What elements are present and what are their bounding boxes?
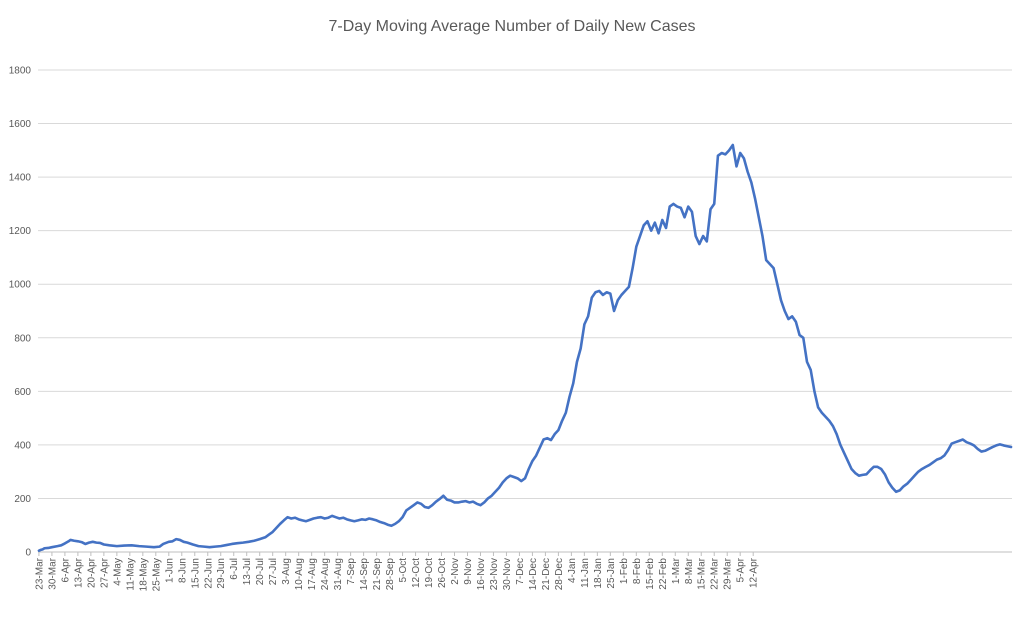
x-tick-label: 13-Apr (73, 557, 84, 588)
x-tick-label: 1-Mar (671, 557, 682, 584)
x-tick-label: 21-Dec (541, 558, 552, 590)
x-tick-label: 19-Oct (424, 558, 435, 588)
y-tick-label: 1000 (9, 280, 32, 291)
x-tick-label: 29-Jun (216, 558, 227, 589)
x-tick-label: 28-Sep (385, 558, 396, 591)
series-line-0 (37, 143, 1013, 552)
x-tick-label: 21-Sep (372, 558, 383, 591)
x-axis-tick-labels: 23-Mar 30-Mar 6-Apr 13-Apr 20-Apr 27-Apr 4-May… (34, 552, 760, 591)
x-tick-label: 12-Oct (411, 558, 422, 588)
x-tick-label: 15-Jun (190, 558, 201, 589)
y-axis-tick-labels: 0 200 400 600 800 1000 1200 1400 1600 1800 (9, 66, 32, 559)
x-tick-label: 6-Apr (60, 557, 71, 582)
x-tick-label: 1-Jun (164, 558, 175, 583)
x-tick-label: 31-Aug (333, 558, 344, 590)
y-tick-label: 600 (14, 387, 31, 398)
x-tick-label: 20-Apr (86, 557, 97, 588)
y-tick-label: 0 (25, 548, 31, 559)
x-tick-label: 23-Mar (34, 557, 45, 589)
x-tick-label: 28-Dec (554, 558, 565, 590)
x-tick-label: 6-Jul (229, 558, 240, 580)
x-tick-label: 15-Mar (697, 557, 708, 589)
y-tick-label: 800 (14, 333, 31, 344)
x-tick-label: 27-Apr (99, 557, 110, 588)
x-tick-label: 8-Mar (684, 557, 695, 584)
x-tick-label: 29-Mar (723, 557, 734, 589)
y-tick-label: 400 (14, 440, 31, 451)
x-tick-label: 22-Mar (710, 557, 721, 589)
x-tick-label: 25-May (151, 558, 162, 591)
y-tick-label: 1600 (9, 119, 32, 130)
x-tick-label: 14-Dec (528, 558, 539, 590)
x-tick-label: 24-Aug (320, 558, 331, 590)
x-tick-label: 4-Jan (567, 558, 578, 583)
x-tick-label: 11-Jan (580, 558, 591, 588)
x-tick-label: 5-Apr (736, 557, 747, 582)
x-tick-label: 13-Jul (242, 558, 253, 585)
x-tick-label: 7-Dec (515, 558, 526, 585)
x-tick-label: 12-Apr (749, 557, 760, 588)
x-tick-label: 30-Mar (47, 557, 58, 589)
x-tick-label: 17-Aug (307, 558, 318, 590)
x-tick-label: 5-Oct (398, 558, 409, 583)
x-tick-label: 3-Aug (281, 558, 292, 585)
x-tick-label: 30-Nov (502, 558, 513, 590)
y-tick-label: 1400 (9, 173, 32, 184)
x-tick-label: 14-Sep (359, 558, 370, 591)
x-tick-label: 7-Sep (346, 558, 357, 585)
x-tick-label: 26-Oct (437, 558, 448, 588)
x-tick-label: 27-Jul (268, 558, 279, 585)
x-tick-label: 22-Feb (658, 558, 669, 590)
y-tick-label: 200 (14, 494, 31, 505)
y-tick-label: 1200 (9, 226, 32, 237)
x-tick-label: 11-May (125, 558, 136, 591)
x-tick-label: 22-Jun (203, 558, 214, 589)
x-tick-label: 8-Jun (177, 558, 188, 583)
x-tick-label: 16-Nov (476, 558, 487, 590)
x-tick-label: 1-Feb (619, 558, 630, 585)
x-tick-label: 18-May (138, 558, 149, 591)
x-tick-label: 25-Jan (606, 558, 617, 589)
x-tick-label: 23-Nov (489, 558, 500, 590)
y-tick-label: 1800 (9, 66, 32, 77)
x-tick-label: 2-Nov (450, 558, 461, 585)
x-tick-label: 8-Feb (632, 558, 643, 585)
x-tick-label: 9-Nov (463, 558, 474, 585)
x-tick-label: 4-May (112, 558, 123, 586)
x-tick-label: 15-Feb (645, 558, 656, 590)
x-tick-label: 18-Jan (593, 558, 604, 589)
x-tick-label: 10-Aug (294, 558, 305, 590)
chart-title: 7-Day Moving Average Number of Daily New… (328, 18, 696, 35)
x-tick-label: 20-Jul (255, 558, 266, 585)
series-layer (37, 143, 1013, 552)
grid-lines (38, 69, 1012, 553)
